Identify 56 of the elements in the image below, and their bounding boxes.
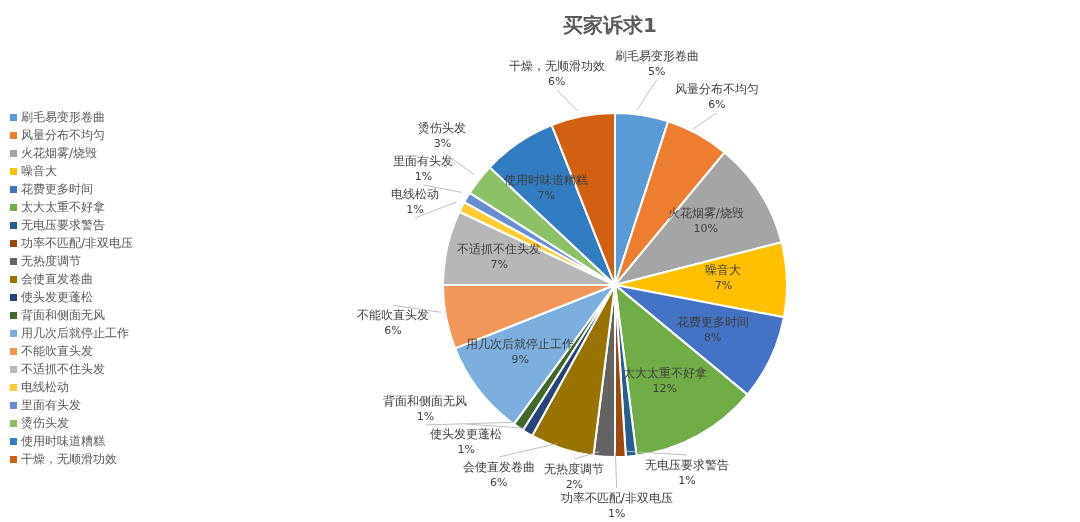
data-label: 7% <box>537 189 555 203</box>
data-label: 1% <box>678 474 696 487</box>
legend-label: 烫伤头发 <box>21 414 69 432</box>
data-label: 3% <box>433 136 452 150</box>
slice-label: 不能吹直头发 <box>357 308 430 323</box>
data-label: 1% <box>414 169 433 183</box>
slice-label: 会使直发卷曲 <box>462 459 535 474</box>
legend-label: 功率不匹配/非双电压 <box>21 234 134 252</box>
data-label: 12% <box>652 382 677 396</box>
data-label: 7% <box>490 258 508 272</box>
legend-label: 不能吹直头发 <box>21 342 93 360</box>
data-label: 2% <box>565 477 584 491</box>
data-label: 6% <box>547 74 566 88</box>
slice-label: 干燥，无顺滑功效 <box>508 58 605 73</box>
slice-label: 背面和侧面无风 <box>383 393 468 408</box>
legend-label: 火花烟雾/烧毁 <box>21 144 98 162</box>
slice-label: 里面有头发 <box>393 153 454 168</box>
slice-label: 无热度调节 <box>544 461 605 476</box>
legend-label: 背面和侧面无风 <box>21 306 105 324</box>
legend-label: 里面有头发 <box>21 396 81 414</box>
legend-label: 用几次后就停止工作 <box>21 324 129 342</box>
data-label: 1% <box>416 409 435 423</box>
slice-label: 电线松动 <box>390 186 439 201</box>
data-label: 1% <box>607 507 626 520</box>
legend-label: 太大太重不好拿 <box>21 198 105 216</box>
data-label: 1% <box>457 442 475 456</box>
slice-label: 花费更多时间 <box>676 315 749 330</box>
data-label: 10% <box>693 222 719 236</box>
legend-label: 风量分布不均匀 <box>21 126 105 144</box>
legend-label: 会使直发卷曲 <box>21 270 93 288</box>
legend-label: 电线松动 <box>21 378 69 396</box>
slice-label: 无电压要求警告 <box>644 458 729 472</box>
legend-label: 花费更多时间 <box>21 180 93 198</box>
slice-label: 使头发更蓬松 <box>430 426 503 441</box>
data-label: 6% <box>490 475 508 489</box>
slice-label: 功率不匹配/非双电压 <box>560 491 673 505</box>
legend-label: 噪音大 <box>21 162 57 180</box>
legend-label: 不适抓不住头发 <box>21 360 105 378</box>
legend-label: 无电压要求警告 <box>21 216 105 234</box>
slice-label: 风量分布不均匀 <box>674 81 759 96</box>
legend-label: 无热度调节 <box>21 252 81 270</box>
data-label: 5% <box>647 64 666 78</box>
slice-label: 噪音大 <box>705 263 742 278</box>
legend-label: 刷毛易变形卷曲 <box>21 108 105 126</box>
chart-title: 买家诉求1 <box>562 12 658 39</box>
data-label: 9% <box>511 352 530 366</box>
data-label: 7% <box>714 279 733 293</box>
data-label: 8% <box>703 331 722 345</box>
legend-label: 使用时味道糟糕 <box>21 432 105 450</box>
data-label: 1% <box>406 202 424 216</box>
slice-label: 烫伤头发 <box>418 120 467 135</box>
data-label: 6% <box>708 97 726 111</box>
slice-label: 刷毛易变形卷曲 <box>614 48 699 63</box>
legend-label: 干燥，无顺滑功效 <box>21 450 117 468</box>
data-label: 6% <box>384 324 402 338</box>
legend-label: 使头发更蓬松 <box>21 288 93 306</box>
